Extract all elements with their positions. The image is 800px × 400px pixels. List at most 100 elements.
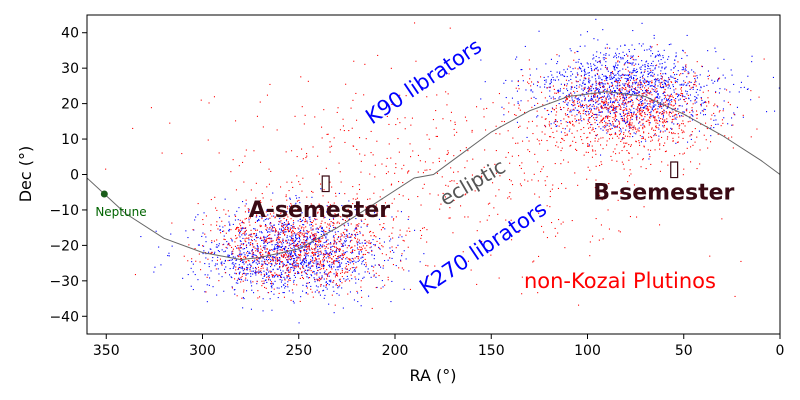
data-point — [614, 117, 616, 119]
data-point — [342, 219, 344, 221]
data-point — [299, 183, 301, 185]
data-point — [134, 274, 136, 276]
data-point — [268, 259, 270, 261]
data-point — [241, 228, 243, 230]
data-point — [249, 244, 251, 246]
data-point — [211, 252, 213, 254]
data-point — [265, 263, 267, 265]
data-point — [591, 70, 593, 72]
data-point — [628, 101, 630, 103]
data-point — [263, 247, 265, 249]
data-point — [663, 145, 665, 147]
data-point — [269, 231, 271, 233]
data-point — [579, 95, 581, 97]
data-point — [625, 107, 627, 109]
data-point — [537, 180, 539, 182]
data-point — [358, 253, 360, 255]
data-point — [625, 123, 627, 125]
data-point — [650, 71, 652, 73]
data-point — [580, 62, 582, 64]
data-point — [360, 249, 362, 251]
data-point — [598, 75, 600, 77]
data-point — [628, 81, 630, 83]
data-point — [265, 251, 267, 253]
data-point — [294, 272, 296, 274]
data-point — [614, 90, 616, 92]
data-point — [549, 95, 551, 97]
data-point — [567, 121, 569, 123]
data-point — [524, 45, 526, 47]
data-point — [632, 93, 634, 95]
data-point — [665, 121, 667, 123]
data-point — [265, 241, 267, 243]
data-point — [358, 256, 360, 258]
data-point — [610, 93, 612, 95]
data-point — [711, 79, 713, 81]
data-point — [470, 269, 472, 271]
data-point — [265, 228, 267, 230]
data-point — [616, 160, 618, 162]
data-point — [670, 93, 672, 95]
data-point — [244, 227, 246, 229]
data-point — [449, 180, 451, 182]
data-point — [652, 102, 654, 104]
data-point — [601, 99, 603, 101]
data-point — [634, 92, 636, 94]
data-point — [586, 62, 588, 64]
data-point — [232, 256, 234, 258]
data-point — [521, 162, 523, 164]
data-point — [613, 101, 615, 103]
data-point — [319, 294, 321, 296]
data-point — [605, 122, 607, 124]
data-point — [557, 146, 559, 148]
data-point — [567, 116, 569, 118]
data-point — [260, 270, 262, 272]
data-point — [374, 264, 376, 266]
data-point — [265, 287, 267, 289]
data-point — [337, 275, 339, 277]
data-point — [307, 282, 309, 284]
data-point — [707, 147, 709, 149]
data-point — [583, 95, 585, 97]
data-point — [691, 110, 693, 112]
data-point — [671, 122, 673, 124]
data-point — [651, 80, 653, 82]
data-point — [596, 106, 598, 108]
data-point — [353, 270, 355, 272]
data-point — [312, 257, 314, 259]
data-point — [357, 244, 359, 246]
data-point — [718, 77, 720, 79]
data-point — [276, 246, 278, 248]
data-point — [291, 237, 293, 239]
data-point — [316, 266, 318, 268]
data-point — [607, 111, 609, 113]
data-point — [261, 255, 263, 257]
data-point — [313, 260, 315, 262]
data-point — [250, 282, 252, 284]
data-point — [694, 102, 696, 104]
data-point — [632, 136, 634, 138]
data-point — [584, 88, 586, 90]
data-point — [265, 225, 267, 227]
data-point — [619, 70, 621, 72]
data-point — [594, 140, 596, 142]
data-point — [285, 231, 287, 233]
data-point — [279, 241, 281, 243]
data-point — [666, 84, 668, 86]
data-point — [591, 115, 593, 117]
data-point — [607, 104, 609, 106]
data-point — [508, 196, 510, 198]
data-point — [343, 236, 345, 238]
data-point — [314, 240, 316, 242]
data-point — [252, 267, 254, 269]
data-point — [338, 286, 340, 288]
data-point — [486, 219, 488, 221]
data-point — [317, 263, 319, 265]
data-point — [627, 118, 629, 120]
data-point — [593, 93, 595, 95]
data-point — [344, 193, 346, 195]
data-point — [274, 265, 276, 267]
data-point — [251, 289, 253, 291]
data-point — [306, 196, 308, 198]
data-point — [574, 67, 576, 69]
